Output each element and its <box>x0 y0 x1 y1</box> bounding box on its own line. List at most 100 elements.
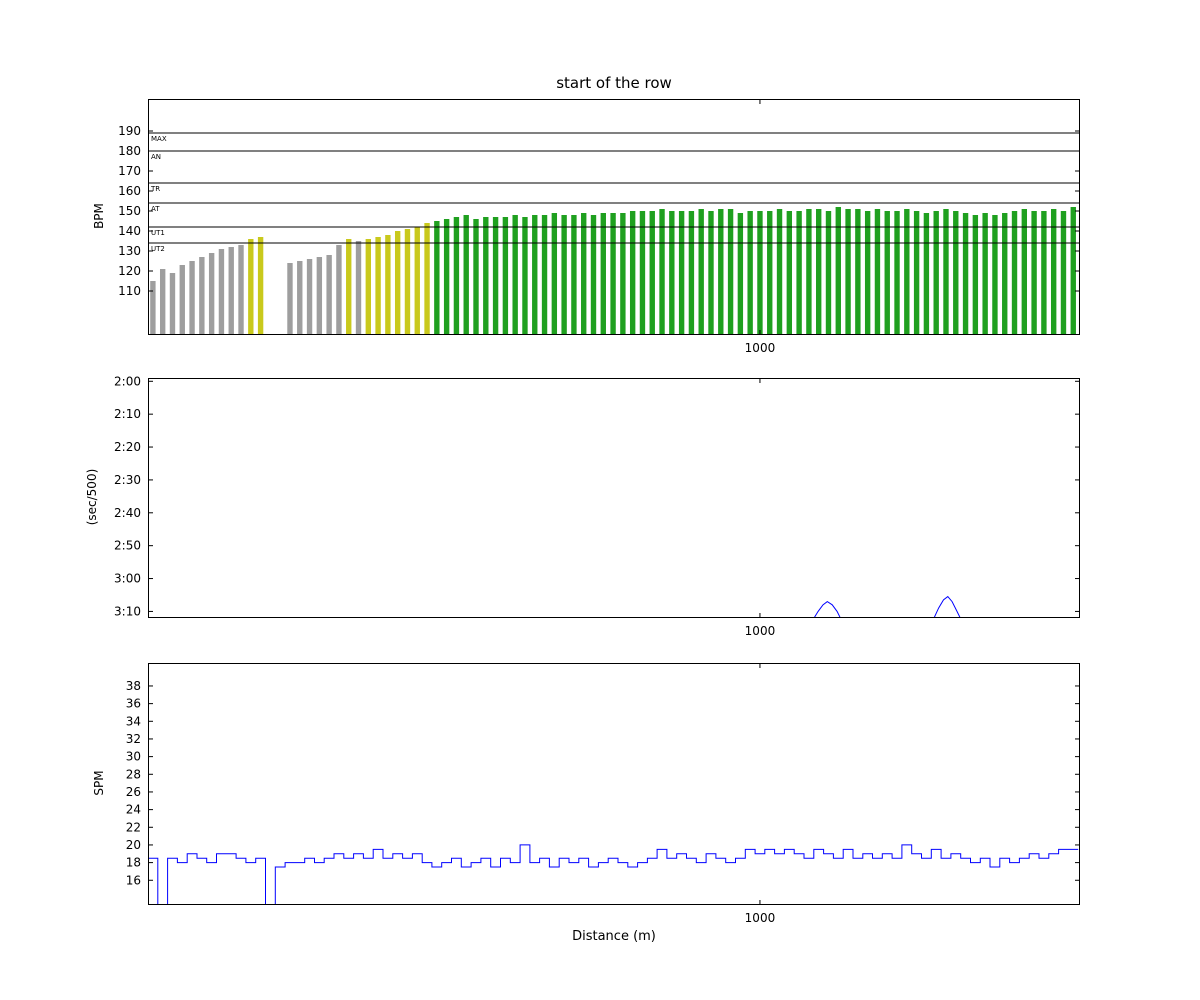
bpm-axis-label: BPM <box>92 203 106 229</box>
hr-bar <box>443 219 450 335</box>
zone-label: AT <box>151 205 160 213</box>
hr-bar <box>649 211 655 335</box>
hr-bar <box>434 221 440 335</box>
y-tick-label: 36 <box>126 697 141 711</box>
y-tick-label: 30 <box>126 750 141 764</box>
y-tick-label: 170 <box>118 164 141 178</box>
zone-label: UT1 <box>151 229 165 237</box>
hr-bar <box>385 235 391 335</box>
y-tick-label: 2:00 <box>114 374 141 388</box>
y-tick-label: 130 <box>118 244 141 258</box>
hr-bar <box>933 211 939 335</box>
hr-bar <box>551 213 558 335</box>
hr-bar <box>688 211 695 335</box>
hr-bar <box>453 217 460 335</box>
y-tick-label: 160 <box>118 184 141 198</box>
hr-bar <box>532 215 538 335</box>
hr-bar <box>659 209 665 335</box>
hr-bar <box>600 213 606 335</box>
hr-bar <box>835 207 841 335</box>
hr-bar <box>727 209 734 335</box>
hr-bar <box>757 211 763 335</box>
hr-bar <box>845 209 851 335</box>
hr-bar <box>620 213 626 335</box>
hr-bar <box>904 209 910 335</box>
hr-bar <box>796 211 802 335</box>
hr-bar <box>669 211 675 335</box>
plot-frame <box>148 663 1080 905</box>
y-tick-label: 16 <box>126 873 141 887</box>
hr-bar <box>159 269 166 335</box>
y-tick-label: 38 <box>126 679 141 693</box>
hr-bar <box>962 213 969 335</box>
hr-bar <box>365 239 371 335</box>
hr-bar <box>287 263 293 335</box>
hr-bar <box>336 245 342 335</box>
hr-bar <box>776 209 783 335</box>
hr-bar <box>816 209 822 335</box>
x-tick-label: 1000 <box>745 341 776 355</box>
hr-bar <box>326 255 332 335</box>
hr-bar <box>1031 211 1037 335</box>
hr-bar <box>678 211 685 335</box>
hr-bar <box>199 257 205 335</box>
plot-frame <box>148 378 1080 618</box>
hr-bar <box>257 237 264 335</box>
y-tick-label: 18 <box>126 856 141 870</box>
zone-label: TR <box>150 185 160 193</box>
y-tick-label: 28 <box>126 767 141 781</box>
hr-bar <box>581 213 587 335</box>
y-tick-label: 2:10 <box>114 407 141 421</box>
hr-bar <box>767 211 773 335</box>
bpm-chart: MAX AN TR AT UT1 UT2 110 120 130 140 150 160 170 180 1… <box>118 99 1080 355</box>
hr-bar <box>502 217 509 335</box>
y-tick-label: 24 <box>126 803 141 817</box>
zone-label: AN <box>151 153 161 161</box>
hr-bar <box>806 209 812 335</box>
hr-bar <box>561 215 567 335</box>
y-tick-label: 140 <box>118 224 141 238</box>
x-axis-label: Distance (m) <box>572 929 656 944</box>
hr-bar <box>913 211 920 335</box>
hr-bar <box>1060 211 1067 335</box>
zone-label: MAX <box>151 135 167 143</box>
plot-frame <box>148 99 1080 335</box>
hr-bar <box>1070 207 1076 335</box>
hr-bar <box>375 237 381 335</box>
hr-bar <box>737 213 744 335</box>
hr-bar <box>708 211 714 335</box>
pace-chart: 2:00 2:10 2:20 2:30 2:40 2:50 3:00 3:10 1000 <box>114 374 1080 638</box>
hr-bar <box>346 239 352 335</box>
hr-bar <box>316 257 323 335</box>
hr-bar <box>698 209 704 335</box>
spm-line <box>148 844 1079 905</box>
hr-bar <box>639 211 646 335</box>
hr-bar <box>786 211 793 335</box>
hr-bar <box>424 223 430 335</box>
x-tick-label: 1000 <box>745 624 776 638</box>
pace-line <box>813 595 961 618</box>
hr-bar <box>512 215 518 335</box>
y-tick-label: 22 <box>126 820 141 834</box>
y-tick-label: 20 <box>126 838 141 852</box>
hr-bar <box>463 215 469 335</box>
hr-bar <box>610 213 616 335</box>
hr-bar <box>590 215 597 335</box>
hr-bar <box>404 229 411 335</box>
hr-bar <box>228 247 234 335</box>
hr-bar <box>1050 209 1057 335</box>
y-tick-label: 26 <box>126 785 141 799</box>
hr-bar <box>492 217 499 335</box>
hr-bar <box>414 227 420 335</box>
y-tick-label: 32 <box>126 732 141 746</box>
hr-bar <box>747 211 753 335</box>
hr-bar <box>1011 211 1018 335</box>
hr-bar <box>894 211 900 335</box>
hr-bar <box>855 209 861 335</box>
hr-bar <box>1041 211 1047 335</box>
x-tick-label: 1000 <box>745 911 776 925</box>
hr-bar <box>306 259 313 335</box>
hr-bar <box>169 273 176 335</box>
y-tick-label: 2:50 <box>114 539 141 553</box>
